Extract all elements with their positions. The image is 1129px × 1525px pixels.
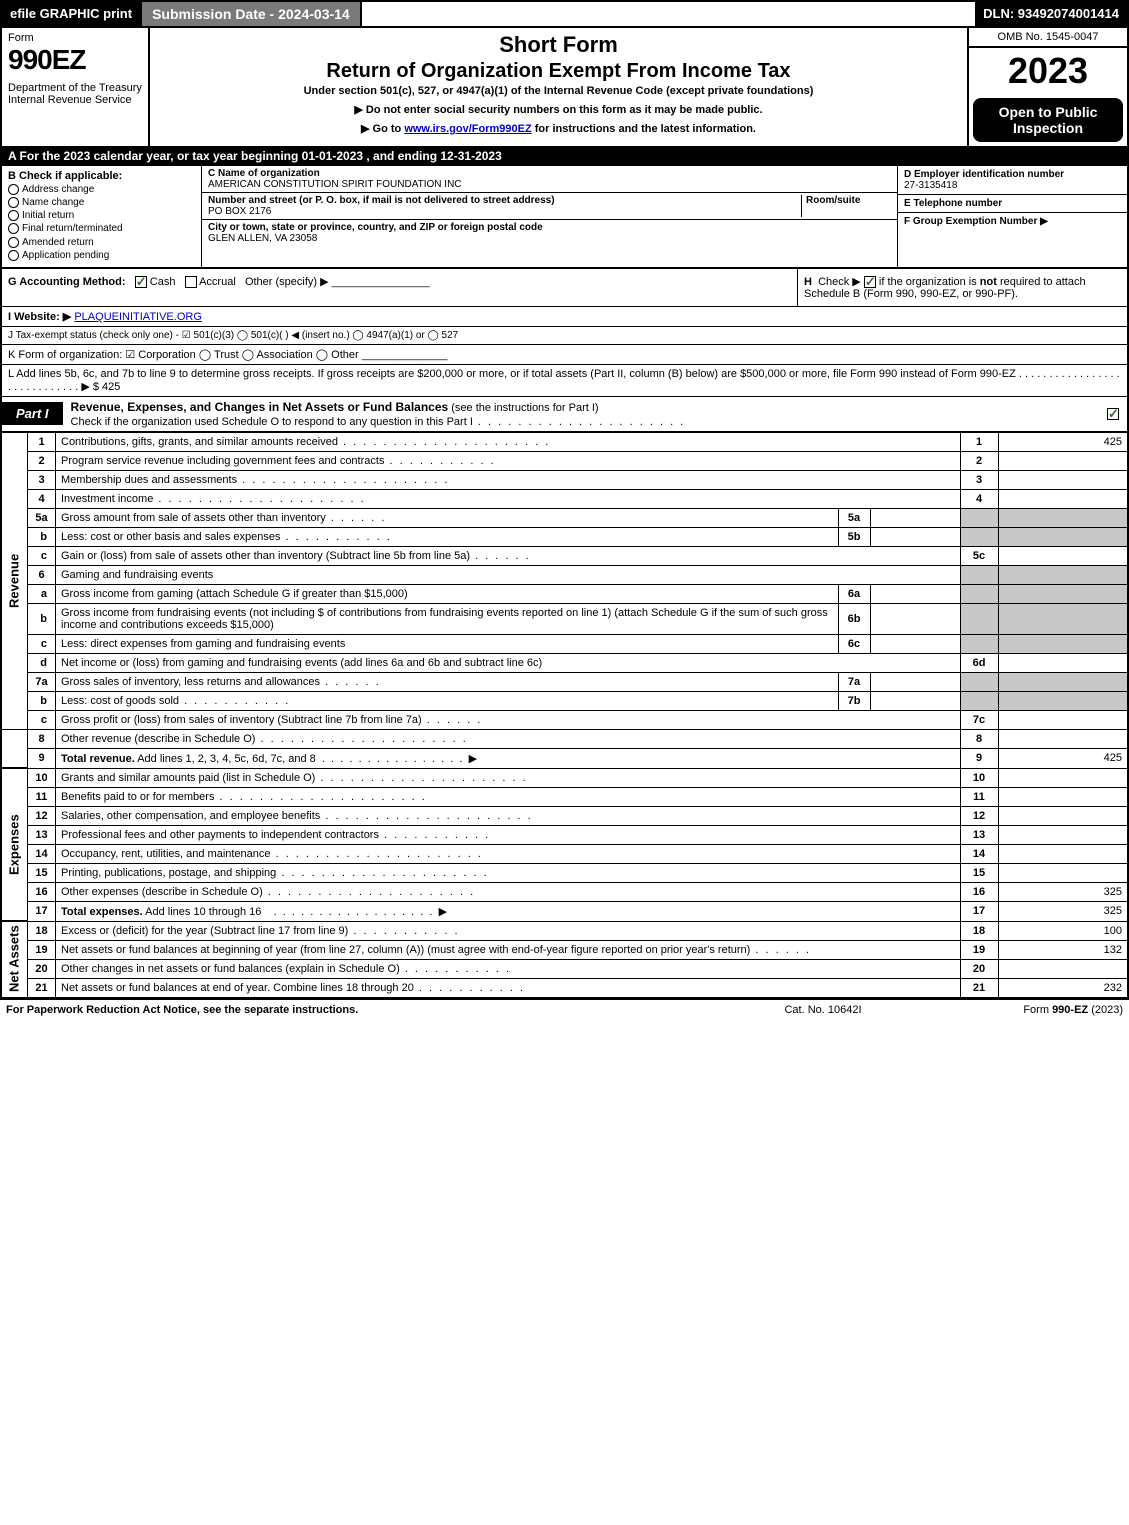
submission-date: Submission Date - 2024-03-14 [140,2,362,26]
checkbox-icon[interactable] [8,250,19,261]
dln-label: DLN: 93492074001414 [975,2,1127,26]
tel-label: E Telephone number [904,198,1002,209]
website-link[interactable]: PLAQUEINITIATIVE.ORG [74,311,202,323]
arrow2-pre: ▶ Go to [361,123,404,135]
row-k: K Form of organization: ☑ Corporation ◯ … [0,345,1129,365]
form-label: Form [8,32,142,44]
open-public-badge: Open to Public Inspection [973,98,1123,142]
tax-year: 2023 [969,48,1127,94]
arrow-line-1: ▶ Do not enter social security numbers o… [158,103,959,116]
part1-tab: Part I [2,402,63,425]
title-sub: Under section 501(c), 527, or 4947(a)(1)… [158,85,959,97]
city: GLEN ALLEN, VA 23058 [208,233,317,244]
checkbox-icon[interactable] [8,223,19,234]
checkbox-icon[interactable] [8,197,19,208]
footer-center: Cat. No. 10642I [723,1004,923,1016]
spacer [362,2,975,26]
header-right: OMB No. 1545-0047 2023 Open to Public In… [967,28,1127,146]
form-number: 990EZ [8,44,142,76]
g-label: G Accounting Method: [8,276,126,288]
col-c: C Name of organization AMERICAN CONSTITU… [202,166,897,267]
name-label: C Name of organization [208,168,320,179]
side-revenue: Revenue [1,432,28,729]
form-header: Form 990EZ Department of the Treasury In… [0,28,1129,146]
part1-table: Revenue 1Contributions, gifts, grants, a… [0,432,1129,998]
chk-address: Address change [8,184,195,195]
row-l: L Add lines 5b, 6c, and 7b to line 9 to … [0,365,1129,397]
group-label: F Group Exemption Number ▶ [904,216,1048,227]
part1-title: Revenue, Expenses, and Changes in Net As… [63,397,1099,431]
checkbox-cash[interactable] [135,276,147,288]
footer-left: For Paperwork Reduction Act Notice, see … [6,1004,723,1016]
checkbox-h[interactable] [864,276,876,288]
efile-label: efile GRAPHIC print [2,2,140,26]
org-name-row: C Name of organization AMERICAN CONSTITU… [202,166,897,193]
side-netassets: Net Assets [1,921,28,997]
street-label: Number and street (or P. O. box, if mail… [208,195,555,206]
part1-header: Part I Revenue, Expenses, and Changes in… [0,397,1129,432]
header-center: Short Form Return of Organization Exempt… [150,28,967,146]
footer-right: Form 990-EZ (2023) [923,1004,1123,1016]
footer: For Paperwork Reduction Act Notice, see … [0,998,1129,1020]
irs-link[interactable]: www.irs.gov/Form990EZ [404,123,531,135]
info-grid: B Check if applicable: Address change Na… [0,166,1129,269]
top-bar: efile GRAPHIC print Submission Date - 20… [0,0,1129,28]
arrow2-post: for instructions and the latest informat… [532,123,756,135]
ein: 27-3135418 [904,180,957,191]
chk-name: Name change [8,197,195,208]
row-j: J Tax-exempt status (check only one) - ☑… [0,327,1129,345]
checkbox-icon[interactable] [8,184,19,195]
arrow-line-2: ▶ Go to www.irs.gov/Form990EZ for instru… [158,122,959,135]
section-a: A For the 2023 calendar year, or tax yea… [0,146,1129,166]
checkbox-icon[interactable] [8,210,19,221]
side-expenses: Expenses [1,768,28,921]
chk-pending: Application pending [8,250,195,261]
chk-final: Final return/terminated [8,223,195,234]
street: PO BOX 2176 [208,206,271,217]
row-g: G Accounting Method: Cash Accrual Other … [2,269,797,306]
tel-row: E Telephone number [898,195,1127,213]
row-g-h: G Accounting Method: Cash Accrual Other … [0,269,1129,307]
omb-number: OMB No. 1545-0047 [969,28,1127,48]
col-b-label: B Check if applicable: [8,170,195,182]
checkbox-accrual[interactable] [185,276,197,288]
title-short-form: Short Form [158,32,959,58]
i-label: I Website: ▶ [8,311,71,323]
ein-row: D Employer identification number 27-3135… [898,166,1127,195]
header-left: Form 990EZ Department of the Treasury In… [2,28,150,146]
city-label: City or town, state or province, country… [208,222,543,233]
row-i: I Website: ▶ PLAQUEINITIATIVE.ORG [0,307,1129,327]
chk-amended: Amended return [8,237,195,248]
city-row: City or town, state or province, country… [202,220,897,246]
ein-label: D Employer identification number [904,169,1064,180]
col-b: B Check if applicable: Address change Na… [2,166,202,267]
title-return: Return of Organization Exempt From Incom… [158,60,959,83]
dept-label: Department of the Treasury Internal Reve… [8,82,142,106]
col-d: D Employer identification number 27-3135… [897,166,1127,267]
group-row: F Group Exemption Number ▶ [898,213,1127,267]
street-row: Number and street (or P. O. box, if mail… [202,193,897,220]
row-h: H Check ▶ if the organization is not req… [797,269,1127,306]
org-name: AMERICAN CONSTITUTION SPIRIT FOUNDATION … [208,179,462,190]
room-label: Room/suite [806,195,860,206]
part1-check-line: Check if the organization used Schedule … [71,416,686,428]
checkbox-icon[interactable] [8,237,19,248]
checkbox-part1[interactable] [1107,408,1119,420]
chk-initial: Initial return [8,210,195,221]
part1-checkbox-cell [1099,405,1127,423]
